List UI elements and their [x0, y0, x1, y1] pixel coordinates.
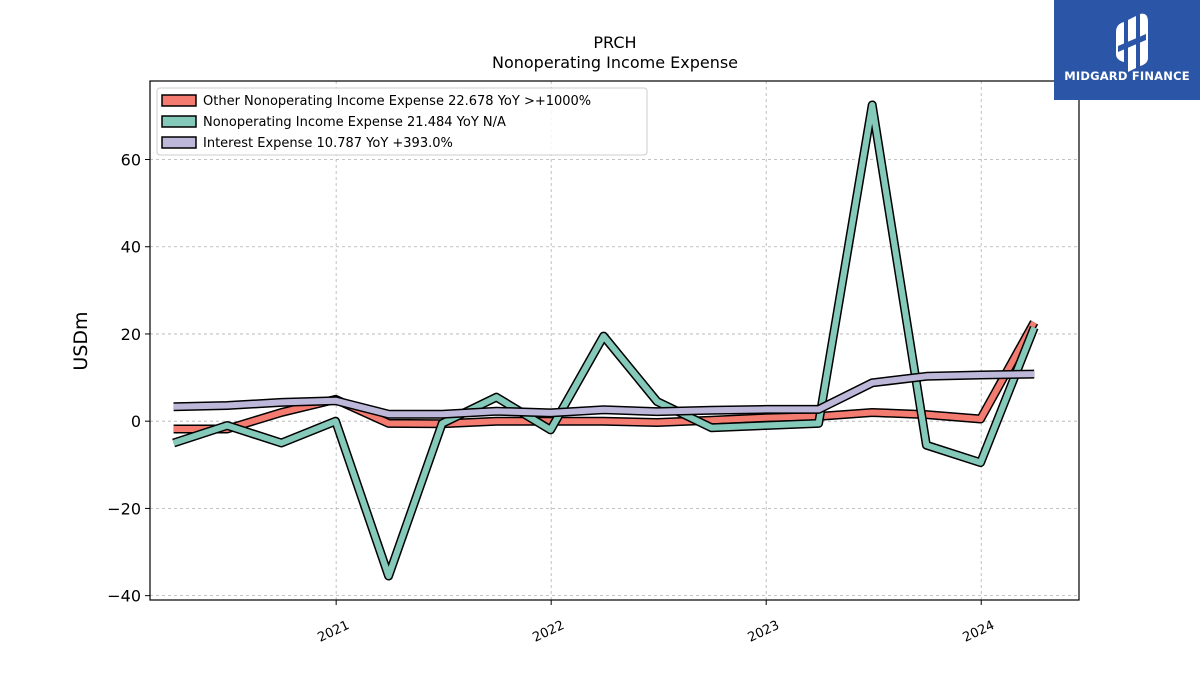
grid	[150, 81, 1079, 600]
legend-item: Other Nonoperating Income Expense 22.678…	[161, 94, 591, 109]
y-axis-label: USDm	[70, 311, 92, 370]
x-tick-label: 2021	[316, 618, 352, 646]
legend-swatch	[161, 136, 197, 149]
series-line	[172, 102, 1037, 579]
legend: Other Nonoperating Income Expense 22.678…	[156, 87, 648, 156]
x-tick-label: 2022	[531, 618, 567, 646]
brand-logo: MIDGARD FINANCE	[1054, 0, 1200, 100]
series-nonoperating-income-expense	[172, 100, 1039, 581]
y-tick-label: 40	[121, 238, 141, 257]
y-tick-label: −40	[107, 587, 141, 606]
chart-subtitle: Nonoperating Income Expense	[492, 53, 738, 72]
legend-label: Interest Expense 10.787 YoY +393.0%	[203, 136, 453, 151]
y-tick-label: 60	[121, 151, 141, 170]
chart-title: PRCH	[593, 33, 636, 52]
logo-mark-icon	[1116, 13, 1148, 72]
y-tick-label: 0	[131, 412, 141, 431]
legend-label: Nonoperating Income Expense 21.484 YoY N…	[203, 115, 506, 130]
series-line	[173, 371, 1035, 418]
y-tick-label: 20	[121, 325, 141, 344]
legend-label: Other Nonoperating Income Expense 22.678…	[203, 94, 591, 109]
x-tick-label: 2024	[961, 618, 997, 646]
axis-ticks: −40 −20 0 20 40 60 2021 2022 2023 2024	[107, 151, 997, 646]
plot-frame	[149, 80, 1080, 601]
legend-item: Nonoperating Income Expense 21.484 YoY N…	[161, 115, 506, 130]
x-tick-label: 2023	[746, 618, 782, 646]
legend-item: Interest Expense 10.787 YoY +393.0%	[161, 136, 453, 151]
logo-text: MIDGARD FINANCE	[1064, 69, 1190, 83]
legend-swatch	[161, 94, 197, 107]
legend-box	[156, 87, 648, 156]
legend-swatch	[161, 115, 197, 128]
series-interest-expense	[173, 369, 1035, 419]
y-tick-label: −20	[107, 499, 141, 518]
series-lines	[172, 100, 1039, 581]
